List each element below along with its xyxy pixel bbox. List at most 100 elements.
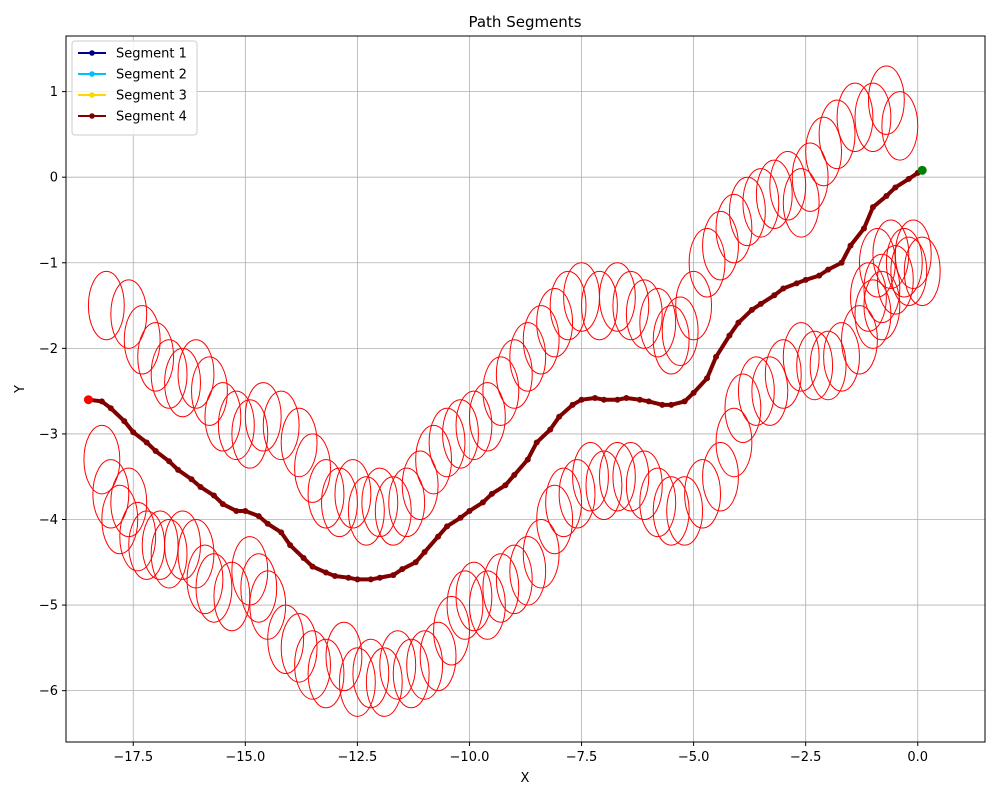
uncertainty-ellipse [652,305,690,375]
y-tick-label: −2 [39,342,58,357]
series-point-segment-4 [713,353,720,360]
series-point-segment-4 [143,439,150,446]
plot-frame [65,35,986,743]
series-point-segment-4 [511,472,518,479]
uncertainty-ellipse [347,476,385,546]
x-tick-label: −10.0 [450,750,490,765]
uncertainty-ellipse [836,82,874,153]
series-point-segment-4 [668,401,675,408]
uncertainty-ellipse [352,638,390,709]
uncertainty-ellipse [724,373,762,443]
uncertainty-ellipse [666,476,704,546]
uncertainty-ellipse [186,544,224,615]
series-point-segment-4 [645,398,652,405]
uncertainty-ellipse [262,390,300,461]
series-point-segment-4 [309,563,316,570]
uncertainty-ellipse [854,279,892,349]
uncertainty-ellipse [495,544,533,615]
series-point-segment-4 [175,466,182,473]
y-tick-label: −1 [39,256,58,271]
uncertainty-ellipses [83,65,941,717]
uncertainty-ellipse [365,647,403,717]
series-point-segment-4 [354,576,361,583]
uncertainty-ellipse [110,279,148,349]
uncertainty-ellipse [536,484,574,555]
series-point-segment-4 [502,482,509,489]
uncertainty-ellipse [809,330,847,401]
uncertainty-ellipse [755,159,793,230]
uncertainty-ellipse [715,193,753,264]
x-axis-label: X [521,771,530,786]
uncertainty-ellipse [728,176,766,247]
series-point-segment-4 [444,523,451,530]
legend-label-segment-2: Segment 2 [116,68,187,83]
uncertainty-ellipse [585,450,623,521]
uncertainty-ellipse [805,116,843,187]
series-point-segment-4 [152,448,159,455]
uncertainty-ellipse [715,407,753,478]
uncertainty-ellipse [217,390,255,461]
uncertainty-ellipse [177,339,215,409]
y-tick-label: −5 [39,599,58,614]
y-tick-label: −3 [39,427,58,442]
uncertainty-ellipse [392,638,430,709]
uncertainty-ellipse [433,596,470,666]
series-point-segment-4 [748,306,755,313]
uncertainty-ellipse [419,621,457,692]
uncertainty-ellipse [361,467,399,538]
chart-title: Path Segments [468,13,581,31]
series-point-segment-4 [838,259,845,266]
uncertainty-ellipse [818,99,856,170]
series-point-segment-4 [457,514,464,521]
uncertainty-ellipse [294,630,331,700]
series-line-segment-4 [86,168,925,582]
series-point-segment-4 [860,225,867,232]
series-point-segment-4 [690,389,697,396]
uncertainty-ellipse [863,253,901,324]
series-point-segment-4 [847,242,854,249]
uncertainty-ellipse [325,621,363,692]
series-point-segment-4 [771,292,778,299]
legend-label-segment-4: Segment 4 [116,110,187,125]
uncertainty-ellipse [92,459,130,529]
uncertainty-ellipse [101,484,139,555]
uncertainty-ellipse [110,467,148,538]
uncertainty-ellipse [876,245,914,315]
uncertainty-ellipse [213,561,251,632]
uncertainty-ellipse [495,339,533,409]
uncertainty-ellipse [688,228,726,298]
uncertainty-ellipse [87,270,125,341]
uncertainty-ellipse [549,270,587,341]
series-point-segment-4 [659,401,666,408]
uncertainty-ellipse [850,262,887,332]
y-tick-label: −4 [39,513,58,528]
series-point-segment-4 [600,396,607,403]
series-point-segment-4 [323,569,330,576]
legend-label-segment-1: Segment 1 [116,47,187,62]
series-point-segment-4 [591,394,598,401]
series-point-segment-4 [255,513,262,520]
series-point-segment-4 [883,193,890,200]
series-point-segment-4 [614,396,621,403]
uncertainty-ellipse [442,399,479,469]
uncertainty-ellipse [267,604,305,675]
uncertainty-ellipse [675,270,713,341]
uncertainty-ellipse [280,407,318,478]
uncertainty-ellipse [244,382,282,452]
uncertainty-ellipse [150,519,188,589]
series-point-segment-4 [166,458,173,465]
uncertainty-ellipse [401,450,439,521]
uncertainty-ellipse [509,536,547,606]
series-point-segment-4 [636,396,643,403]
series-point-segment-4 [869,204,876,211]
series-point-segment-4 [197,483,204,490]
series-point-segment-4 [556,413,563,420]
series-point-segment-4 [479,499,486,506]
grid-lines [66,36,985,742]
x-tick-label: −17.5 [113,750,153,765]
series-point-segment-4 [287,542,294,549]
series-point-segment-4 [547,426,554,433]
uncertainty-ellipse [338,647,376,717]
uncertainty-ellipse [137,322,175,392]
series-point-segment-4 [757,300,764,307]
